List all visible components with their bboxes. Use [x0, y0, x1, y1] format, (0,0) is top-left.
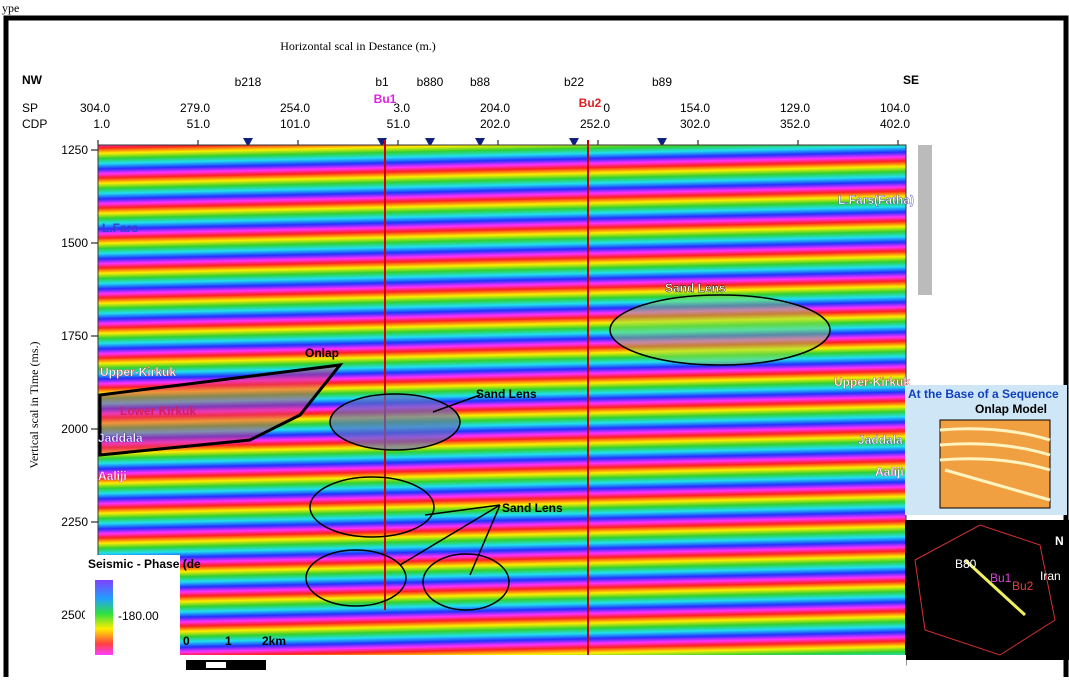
map-label: Iran	[1040, 569, 1061, 583]
sp-tick-label: 154.0	[680, 101, 710, 115]
map-label: Bu1	[990, 571, 1012, 585]
horizon-label: Jaddala	[98, 431, 143, 445]
cdp-tick-label: 101.0	[280, 117, 310, 131]
fragment: ype	[2, 1, 19, 15]
sand-lens	[330, 394, 460, 450]
horizon-label: L.Fars(Fatha)	[838, 193, 914, 207]
vertical-title: Vertical scal in Time (ms.)	[27, 342, 41, 469]
direction: NW	[22, 73, 43, 87]
time-tick-label: 2250	[61, 515, 88, 529]
cdp-tick-label: 51.0	[187, 117, 211, 131]
annotation: Sand Lens	[665, 281, 726, 295]
horizon-label: L.Fars	[102, 221, 138, 235]
borehole: Bu1	[374, 92, 397, 106]
map-label: Bu2	[1012, 579, 1034, 593]
cdp-tick-label: 202.0	[480, 117, 510, 131]
sp-tick-label: 129.0	[780, 101, 810, 115]
horizon-label: Lower Kirkuk	[120, 404, 196, 418]
cdp-tick-label: 302.0	[680, 117, 710, 131]
well-label: b218	[235, 75, 262, 89]
well-label: b88	[470, 75, 490, 89]
cdp-tick-label: 51.0	[387, 117, 411, 131]
sand-lens	[610, 295, 830, 365]
horizon-label: Upper-Kirkuk	[100, 365, 176, 379]
well-label: b22	[564, 75, 584, 89]
page: ype Horizontal scal in Destance (m.) NW …	[0, 0, 1069, 677]
inset-subtitle: Onlap Model	[975, 402, 1047, 416]
horizontal-title: Horizontal scal in Destance (m.)	[280, 39, 436, 53]
cdp-label: CDP	[22, 117, 47, 131]
map-label: N	[1055, 534, 1064, 548]
horizon-label: Aaliji	[875, 465, 904, 479]
well-label: b89	[652, 75, 672, 89]
scale-area	[180, 655, 906, 677]
scale-bar	[206, 662, 226, 668]
well-label: b1	[375, 75, 389, 89]
scale-label: 1	[225, 634, 232, 648]
scale-label: 0	[183, 634, 190, 648]
well-label: b880	[417, 75, 444, 89]
sp-tick-label: 254.0	[280, 101, 310, 115]
map-label: B80	[955, 557, 977, 571]
time-tick-label: 2500	[61, 608, 88, 622]
direction: SE	[903, 73, 919, 87]
sp-tick-label: 0	[603, 101, 610, 115]
sp-tick-label: 204.0	[480, 101, 510, 115]
sp-tick-label: 279.0	[180, 101, 210, 115]
time-tick-label: 1750	[61, 329, 88, 343]
horizon-label: Jaddala	[858, 433, 903, 447]
legend-bar	[95, 580, 113, 655]
cdp-tick-label: 252.0	[580, 117, 610, 131]
horizon-label: Upper-Kirkuk	[834, 375, 910, 389]
annotation: Onlap	[305, 346, 339, 360]
scrollbar	[918, 145, 932, 295]
cdp-tick-label: 402.0	[880, 117, 910, 131]
cdp-tick-label: 1.0	[93, 117, 110, 131]
sp-tick-label: 104.0	[880, 101, 910, 115]
figure: ype Horizontal scal in Destance (m.) NW …	[0, 0, 1069, 677]
horizon-label: Aaliji	[98, 469, 127, 483]
time-tick-label: 1500	[61, 236, 88, 250]
cdp-tick-label: 352.0	[780, 117, 810, 131]
sp-ticks: 304.01.0279.051.0254.0101.03.051.0204.02…	[80, 101, 910, 145]
legend-title: Seismic - Phase (de	[88, 557, 201, 571]
legend-value: -180.00	[118, 609, 159, 623]
time-tick-label: 1250	[61, 143, 88, 157]
time-ticks: 1250 1500 1750 2000 2250 2500	[61, 143, 98, 622]
map	[905, 520, 1069, 660]
inset-title: At the Base of a Sequence	[908, 387, 1059, 401]
scale-label: 2km	[262, 634, 286, 648]
borehole: Bu2	[579, 96, 602, 110]
sp-tick-label: 304.0	[80, 101, 110, 115]
time-tick-label: 2000	[61, 422, 88, 436]
annotation: Sand Lens	[476, 387, 537, 401]
annotation: Sand Lens	[502, 501, 563, 515]
sp-label: SP	[22, 101, 38, 115]
